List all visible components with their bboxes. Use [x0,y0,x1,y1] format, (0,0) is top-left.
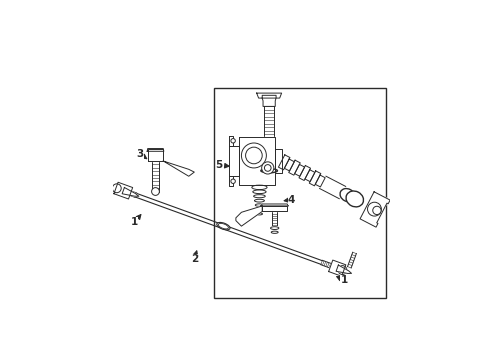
Ellipse shape [270,227,279,229]
Polygon shape [229,136,233,146]
Polygon shape [315,175,325,187]
Text: 1: 1 [131,215,141,227]
Ellipse shape [256,208,263,211]
Polygon shape [229,176,233,186]
Ellipse shape [340,189,355,202]
Polygon shape [360,192,390,227]
Circle shape [373,206,381,215]
Ellipse shape [253,190,266,194]
Polygon shape [289,160,300,175]
Polygon shape [163,161,195,176]
Text: 3: 3 [137,149,147,159]
Polygon shape [229,146,239,176]
Ellipse shape [254,195,265,198]
Circle shape [338,266,347,274]
Circle shape [231,179,235,184]
Ellipse shape [217,222,230,230]
Polygon shape [147,149,164,151]
Text: 5: 5 [216,160,229,170]
Ellipse shape [346,191,364,207]
Ellipse shape [261,168,277,173]
Text: 2: 2 [191,251,198,264]
Ellipse shape [252,185,267,190]
Polygon shape [284,159,294,171]
Ellipse shape [254,199,265,202]
Polygon shape [239,138,275,185]
Ellipse shape [255,204,264,206]
Circle shape [151,188,159,195]
Polygon shape [262,98,276,107]
Text: 4: 4 [284,195,295,205]
Polygon shape [336,265,351,274]
Ellipse shape [219,224,228,229]
Polygon shape [305,170,315,182]
Polygon shape [309,171,321,186]
Polygon shape [262,206,287,211]
Circle shape [245,147,262,164]
Circle shape [112,184,121,193]
Polygon shape [275,149,282,174]
Polygon shape [257,93,282,98]
Circle shape [265,165,271,171]
Circle shape [231,139,235,143]
Polygon shape [114,182,133,199]
Bar [214,87,386,298]
Polygon shape [299,166,311,180]
Circle shape [262,162,274,174]
Circle shape [368,202,381,216]
Polygon shape [122,188,139,196]
Polygon shape [294,165,305,176]
Polygon shape [278,155,290,170]
Polygon shape [236,206,262,226]
Polygon shape [147,149,163,161]
Polygon shape [329,260,346,276]
Ellipse shape [271,231,278,233]
Circle shape [242,143,267,168]
Ellipse shape [256,213,263,215]
Text: 1: 1 [337,275,347,285]
Polygon shape [261,204,289,206]
